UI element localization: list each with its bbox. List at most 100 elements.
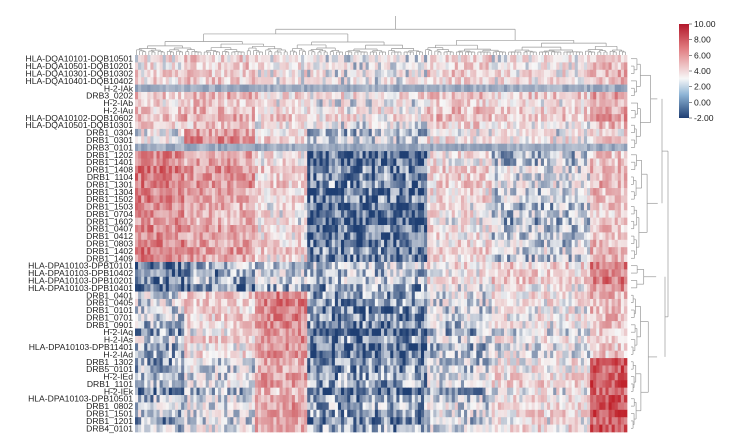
heatmap-cell	[430, 239, 434, 248]
heatmap-cell	[285, 106, 290, 115]
heatmap-cell	[205, 173, 210, 182]
heatmap-cell	[322, 202, 327, 211]
heatmap-cell	[442, 121, 446, 130]
heatmap-cell	[439, 77, 443, 85]
heatmap-cell	[147, 202, 151, 211]
heatmap-cell	[550, 232, 554, 241]
heatmap-cell	[377, 106, 382, 115]
heatmap-cell	[187, 188, 191, 196]
heatmap-cell	[568, 195, 573, 204]
heatmap-cell	[181, 106, 185, 115]
heatmap-cell	[279, 77, 283, 85]
heatmap-cell	[534, 158, 539, 167]
heatmap-cell	[199, 188, 203, 196]
heatmap-cell	[562, 232, 566, 241]
heatmap-cell	[150, 254, 154, 263]
heatmap-cell	[473, 165, 477, 174]
heatmap-cell	[147, 195, 151, 204]
heatmap-cell	[556, 114, 560, 122]
heatmap-cell	[205, 77, 210, 85]
heatmap-cell	[614, 106, 619, 115]
heatmap-cell	[328, 151, 333, 159]
heatmap-cell	[420, 128, 425, 137]
heatmap-cell	[156, 254, 160, 263]
heatmap-cell	[510, 158, 514, 167]
heatmap-cell	[528, 121, 533, 130]
heatmap-cell	[174, 91, 179, 100]
heatmap-cell	[562, 69, 566, 78]
heatmap-cell	[457, 202, 462, 211]
heatmap-cell	[270, 91, 274, 100]
heatmap-cell	[245, 261, 250, 270]
heatmap-cell	[614, 202, 619, 211]
heatmap-cell	[574, 114, 579, 122]
heatmap-cell	[399, 99, 403, 108]
heatmap-cell	[417, 121, 422, 130]
heatmap-cell	[571, 173, 576, 182]
heatmap-cell	[405, 55, 410, 63]
heatmap-cell	[328, 158, 333, 167]
heatmap-cell	[245, 114, 250, 122]
heatmap-cell	[316, 195, 320, 204]
heatmap-cell	[519, 106, 523, 115]
heatmap-cell	[193, 158, 197, 167]
heatmap-cell	[399, 69, 403, 78]
heatmap-cell	[294, 84, 299, 93]
heatmap-cell	[224, 143, 228, 152]
heatmap-cell	[559, 188, 563, 196]
heatmap-cell	[291, 202, 296, 211]
heatmap-cell	[445, 158, 450, 167]
heatmap-cell	[408, 180, 413, 189]
heatmap-cell	[556, 247, 560, 255]
heatmap-cell	[165, 247, 170, 255]
heatmap-cell	[519, 99, 523, 108]
heatmap-cell	[325, 151, 330, 159]
heatmap-cell	[294, 202, 299, 211]
heatmap-cell	[559, 195, 563, 204]
heatmap-cell	[297, 202, 302, 211]
heatmap-cell	[457, 225, 462, 233]
heatmap-cell	[190, 84, 194, 93]
heatmap-cell	[504, 180, 508, 189]
heatmap-cell	[476, 225, 480, 233]
heatmap-cell	[537, 254, 542, 263]
heatmap-cell	[236, 239, 240, 248]
heatmap-cell	[288, 158, 293, 167]
heatmap-cell	[454, 114, 459, 122]
heatmap-cell	[531, 188, 536, 196]
heatmap-cell	[307, 180, 311, 189]
heatmap-cell	[559, 143, 563, 152]
heatmap-cell	[617, 165, 622, 174]
heatmap-cell	[608, 114, 612, 122]
heatmap-cell	[408, 121, 413, 130]
heatmap-cell	[402, 69, 406, 78]
heatmap-cell	[153, 128, 157, 137]
heatmap-cell	[574, 202, 579, 211]
heatmap-cell	[583, 217, 588, 226]
heatmap-cell	[516, 69, 520, 78]
heatmap-cell	[162, 225, 167, 233]
heatmap-cell	[531, 99, 536, 108]
heatmap-cell	[543, 99, 548, 108]
heatmap-cell	[553, 151, 557, 159]
heatmap-cell	[310, 55, 314, 63]
heatmap-cell	[359, 202, 363, 211]
heatmap-cell	[227, 247, 231, 255]
heatmap-cell	[135, 69, 139, 78]
heatmap-cell	[405, 106, 410, 115]
heatmap-cell	[387, 247, 391, 255]
heatmap-cell	[221, 99, 225, 108]
heatmap-cell	[430, 232, 434, 241]
heatmap-cell	[534, 62, 539, 71]
heatmap-cell	[540, 136, 545, 145]
heatmap-cell	[331, 158, 336, 167]
heatmap-cell	[614, 188, 619, 196]
heatmap-cell	[491, 99, 496, 108]
heatmap-cell	[568, 210, 573, 218]
heatmap-cell	[334, 210, 339, 218]
heatmap-cell	[424, 225, 428, 233]
heatmap-cell	[531, 128, 536, 137]
heatmap-cell	[251, 210, 256, 218]
heatmap-cell	[313, 195, 317, 204]
heatmap-cell	[617, 225, 622, 233]
